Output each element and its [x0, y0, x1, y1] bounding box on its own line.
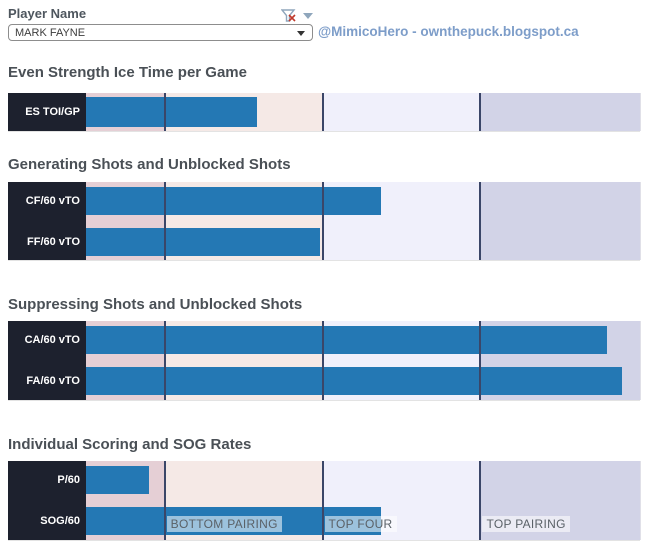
filter-menu-caret-icon: [303, 13, 313, 19]
row-label-column: CF/60 vTO FF/60 vTO: [8, 182, 86, 260]
reference-line: [163, 321, 166, 400]
section-title-individual-scoring-and-sog-rates: Individual Scoring and SOG Rates: [8, 436, 252, 453]
plot-area: [86, 93, 641, 131]
row-label-column: CA/60 vTO FA/60 vTO: [8, 321, 86, 400]
reference-line: [479, 182, 482, 260]
reference-band: [480, 93, 640, 131]
row-label: CA/60 vTO: [24, 334, 80, 346]
row-label: SOG/60: [40, 515, 80, 527]
row-label: CF/60 vTO: [25, 195, 80, 207]
row-label-column: P/60 SOG/60: [8, 461, 86, 540]
player-filter-label: Player Name: [8, 6, 87, 21]
bar-es-toi-gp[interactable]: [86, 97, 258, 127]
player-select[interactable]: MARK FAYNE: [8, 24, 313, 41]
bar-ff-60-vto[interactable]: [86, 228, 320, 256]
reference-band: [322, 93, 481, 131]
bar-p-60[interactable]: [86, 466, 150, 494]
zone-label-top-four: TOP FOUR: [324, 516, 397, 532]
reference-band: [480, 182, 640, 260]
section-title-generating-shots-and-unblocked-shots: Generating Shots and Unblocked Shots: [8, 156, 291, 173]
row-label: FF/60 vTO: [27, 236, 80, 248]
plot-area: BOTTOM PAIRING TOP FOUR TOP PAIRING: [86, 461, 641, 540]
row-label: P/60: [57, 474, 80, 486]
reference-line: [321, 93, 324, 131]
plot-area: [86, 182, 641, 260]
section-title-even-strength-ice-time-per-game: Even Strength Ice Time per Game: [8, 64, 247, 81]
bar-ca-60-vto[interactable]: [86, 326, 607, 354]
zone-label-top-pairing: TOP PAIRING: [482, 516, 570, 532]
reference-line: [163, 182, 166, 260]
section-block-even-strength-ice-time-per-game: ES TOI/GP: [8, 93, 641, 132]
select-caret-icon: [297, 31, 305, 36]
row-label: FA/60 vTO: [26, 375, 80, 387]
reference-line: [479, 93, 482, 131]
reference-line: [163, 93, 166, 131]
row-label-column: ES TOI/GP: [8, 93, 86, 131]
reference-line: [321, 321, 324, 400]
clear-filter-icon[interactable]: [280, 9, 315, 23]
section-title-suppressing-shots-and-unblocked-shots: Suppressing Shots and Unblocked Shots: [8, 296, 303, 313]
reference-line: [163, 461, 166, 540]
section-block-individual-scoring-and-sog-rates: P/60 SOG/60 BOTTOM PAIRING TOP FOUR TOP PAIR…: [8, 461, 641, 541]
bar-fa-60-vto[interactable]: [86, 367, 623, 395]
filter-controls: [280, 9, 315, 23]
bar-cf-60-vto[interactable]: [86, 187, 381, 215]
section-block-suppressing-shots-and-unblocked-shots: CA/60 vTO FA/60 vTO: [8, 321, 641, 401]
row-label: ES TOI/GP: [25, 106, 80, 118]
reference-line: [479, 461, 482, 540]
reference-line: [479, 321, 482, 400]
plot-area: [86, 321, 641, 400]
credit-link[interactable]: @MimicoHero - ownthepuck.blogspot.ca: [318, 24, 579, 39]
zone-label-bottom-pairing: BOTTOM PAIRING: [166, 516, 282, 532]
section-block-generating-shots-and-unblocked-shots: CF/60 vTO FF/60 vTO: [8, 182, 641, 261]
reference-line: [321, 461, 324, 540]
reference-line: [321, 182, 324, 260]
player-select-value: MARK FAYNE: [15, 26, 86, 39]
